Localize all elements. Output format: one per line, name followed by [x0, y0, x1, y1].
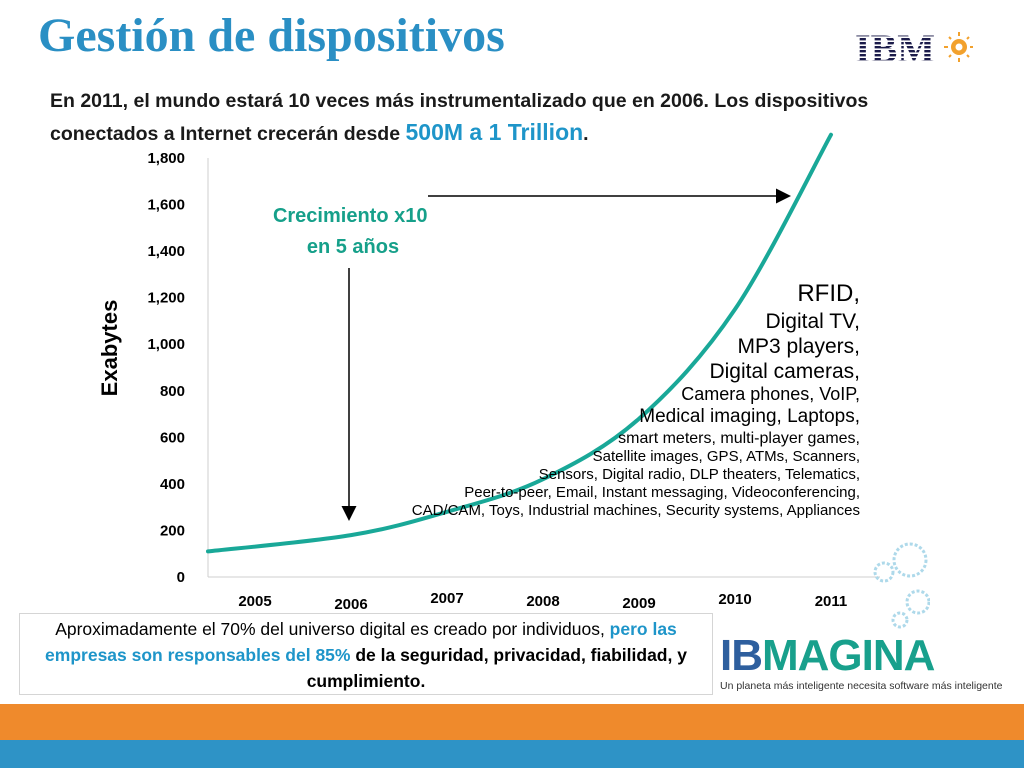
- note-end: de la seguridad, privacidad, fiabilidad,…: [306, 645, 687, 691]
- device-line: Peer-to-peer, Email, Instant messaging, …: [464, 483, 860, 501]
- x-tick-label: 2007: [430, 590, 463, 607]
- growth-line-2: en 5 años: [307, 236, 399, 258]
- subtitle-end: .: [583, 123, 589, 145]
- footer-bar-orange: [0, 704, 1024, 740]
- x-tick-label: 2009: [622, 595, 655, 612]
- smarter-planet-icon: [944, 32, 973, 62]
- x-tick-label: 2011: [815, 593, 848, 610]
- ibmagina-logo: IBMAGINA Un planeta más inteligente nece…: [720, 634, 1003, 693]
- x-tick-label: 2006: [334, 596, 367, 613]
- note-box: Aproximadamente el 70% del universo digi…: [19, 613, 713, 695]
- ibmagina-wordmark: IBMAGINA: [720, 634, 980, 678]
- device-line: smart meters, multi-player games,: [618, 429, 860, 447]
- device-line: Digital cameras,: [709, 360, 860, 384]
- y-tick-label: 400: [160, 476, 185, 493]
- y-tick-label: 1,000: [147, 336, 185, 353]
- device-line: CAD/CAM, Toys, Industrial machines, Secu…: [411, 501, 860, 519]
- brand-magina: MAGINA: [762, 631, 935, 680]
- subtitle-text: En 2011, el mundo estará 10 veces más in…: [50, 90, 869, 145]
- series-line: [206, 132, 833, 554]
- growth-annotation: Crecimiento x10 en 5 años: [273, 205, 433, 258]
- note-highlight: pero las empresas son responsables del 8…: [45, 619, 677, 665]
- subtitle: En 2011, el mundo estará 10 veces más in…: [50, 86, 880, 150]
- note-text: Aproximadamente el 70% del universo digi…: [55, 619, 610, 639]
- y-tick-label: 1,400: [147, 243, 185, 260]
- x-tick-label: 2010: [718, 591, 751, 608]
- y-tick-label: 0: [177, 569, 185, 586]
- slide-title: Gestión de dispositivos: [38, 9, 505, 62]
- ibm-logo: IBM: [855, 26, 973, 68]
- y-tick-label: 800: [160, 383, 185, 400]
- x-tick-labels: 2005 2006 2007 2008 2009 2010 2011: [238, 590, 847, 613]
- y-tick-label: 1,200: [147, 290, 185, 307]
- x-tick-label: 2008: [526, 593, 559, 610]
- device-line: Sensors, Digital radio, DLP theaters, Te…: [538, 465, 860, 483]
- y-tick-label: 200: [160, 522, 185, 539]
- y-tick-label: 1,600: [147, 197, 185, 214]
- device-line: Medical imaging, Laptops,: [639, 405, 860, 427]
- footer-bar-blue: [0, 740, 1024, 768]
- decorative-bubbles: [873, 542, 930, 629]
- growth-line-1: Crecimiento x10: [273, 205, 428, 227]
- y-tick-label: 600: [160, 429, 185, 446]
- y-tick-label: 1,800: [147, 150, 185, 167]
- subtitle-highlight: 500M a 1 Trillion: [405, 119, 584, 145]
- y-tick-labels: 0 200 400 600 800 1,000 1,200 1,400 1,600 1,800: [147, 150, 185, 586]
- ibm-logo-text: IBM: [855, 26, 935, 68]
- device-line: RFID,: [797, 280, 860, 307]
- brand-tagline: Un planeta más inteligente necesita soft…: [720, 680, 1003, 692]
- device-line: Digital TV,: [765, 309, 860, 333]
- x-tick-label: 2005: [238, 593, 271, 610]
- device-line: MP3 players,: [737, 334, 860, 358]
- device-line: Camera phones, VoIP,: [681, 384, 860, 405]
- growth-chart: 0 200 400 600 800 1,000 1,200 1,400 1,600 1,800 2…: [97, 132, 880, 613]
- y-axis-label: Exabytes: [97, 300, 122, 397]
- device-list: RFID, Digital TV, MP3 players, Digital came…: [412, 280, 860, 520]
- device-line: Satellite images, GPS, ATMs, Scanners,: [592, 447, 860, 465]
- brand-ib: IB: [720, 631, 763, 680]
